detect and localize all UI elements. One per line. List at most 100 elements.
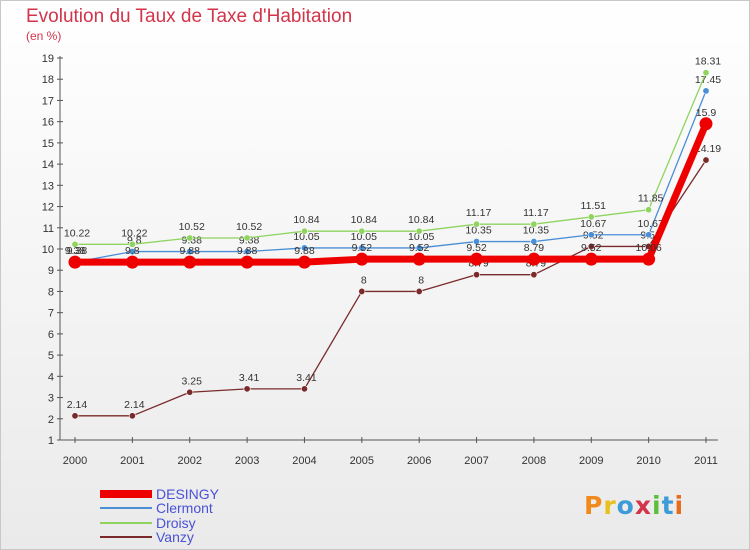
logo-letter: t: [661, 491, 675, 520]
data-label-desingy: 15.9: [696, 107, 717, 119]
legend-label: DESINGY: [156, 485, 220, 502]
legend-label: Clermont: [156, 500, 213, 516]
data-point-droisy: [186, 234, 194, 242]
y-tick-label: 13: [42, 180, 54, 192]
x-tick-label: 2004: [292, 455, 316, 467]
data-point-droisy: [243, 234, 251, 242]
data-label-droisy: 18.31: [695, 56, 721, 68]
series-line-vanzy: [74, 159, 707, 417]
data-label-vanzy: 2.14: [67, 399, 88, 411]
data-point-clermont: [128, 248, 136, 256]
y-tick-label: 19: [42, 53, 54, 65]
y-tick-label: 8: [48, 286, 54, 298]
logo-letter: r: [603, 491, 617, 520]
y-tick-label: 6: [48, 329, 54, 341]
data-label-droisy: 10.22: [121, 227, 147, 239]
x-tick-label: 2010: [636, 455, 660, 467]
y-tick-label: 11: [43, 223, 54, 235]
data-point-droisy: [128, 240, 136, 248]
data-point-droisy: [587, 213, 595, 221]
data-point-vanzy: [128, 412, 136, 420]
data-point-desingy: [699, 117, 713, 131]
data-point-clermont: [530, 238, 538, 246]
data-label-droisy: 10.52: [179, 221, 205, 233]
data-point-desingy: [355, 252, 369, 266]
data-point-desingy: [584, 252, 598, 266]
data-label-vanzy: 2.14: [124, 399, 145, 411]
y-tick-label: 4: [48, 371, 54, 383]
chart-subtitle: (en %): [26, 29, 62, 43]
series-line-desingy: [71, 120, 710, 266]
data-label-vanzy: 3.25: [182, 375, 203, 387]
data-label-clermont: 10.35: [465, 225, 491, 237]
proxiti-logo[interactable]: Proxiti: [584, 491, 684, 520]
data-label-clermont: 10.05: [351, 231, 377, 243]
chart-title: Evolution du Taux de Taxe d'Habitation: [26, 6, 353, 27]
data-label-desingy: 9.88: [180, 245, 201, 257]
y-tick-label: 14: [42, 159, 54, 171]
data-point-droisy: [473, 220, 481, 228]
legend-swatch: [100, 507, 152, 509]
data-point-droisy: [645, 206, 653, 214]
data-point-clermont: [702, 87, 710, 95]
data-point-desingy: [527, 252, 541, 266]
data-label-desingy: 9.52: [581, 242, 602, 254]
data-label-vanzy: 14.19: [695, 143, 721, 155]
data-label-droisy: 11.17: [523, 207, 549, 219]
data-point-desingy: [125, 255, 139, 269]
data-label-desingy: 8.79: [524, 242, 545, 254]
data-point-desingy: [68, 255, 82, 269]
y-tick-label: 9: [48, 265, 54, 277]
data-label-droisy: 10.22: [64, 227, 90, 239]
y-tick-label: 5: [48, 350, 54, 362]
data-point-clermont: [300, 244, 308, 252]
data-point-vanzy: [243, 385, 251, 393]
data-label-desingy: 9.88: [237, 245, 258, 257]
data-label-desingy: 9.8: [125, 245, 140, 257]
legend-swatch: [100, 536, 152, 538]
data-label-clermont: 10.67: [580, 218, 606, 230]
y-tick-label: 3: [48, 393, 54, 405]
data-point-vanzy: [358, 287, 366, 295]
y-tick-label: 7: [48, 308, 54, 320]
data-label-vanzy: 8: [418, 274, 424, 286]
data-label-clermont: 10.67: [637, 218, 663, 230]
data-point-vanzy: [71, 412, 79, 420]
y-tick-label: 16: [42, 117, 54, 129]
data-point-vanzy: [473, 271, 481, 279]
x-tick-label: 2007: [464, 455, 488, 467]
data-label-desingy: 9.52: [409, 242, 430, 254]
logo-letter: x: [634, 491, 652, 520]
x-tick-label: 2002: [177, 455, 201, 467]
x-tick-label: 2005: [350, 455, 374, 467]
data-point-clermont: [243, 248, 251, 256]
x-tick-label: 2000: [63, 455, 87, 467]
data-point-droisy: [530, 220, 538, 228]
data-point-desingy: [642, 252, 656, 266]
data-label-droisy: 10.84: [293, 214, 319, 226]
data-point-droisy: [702, 69, 710, 77]
data-point-droisy: [71, 240, 79, 248]
data-label-clermont: 17.45: [695, 74, 721, 86]
data-label-desingy: 10.06: [635, 242, 661, 254]
data-point-vanzy: [186, 388, 194, 396]
data-point-desingy: [183, 255, 197, 269]
data-point-droisy: [358, 227, 366, 235]
data-point-clermont: [587, 231, 595, 239]
data-label-vanzy: 3.41: [239, 372, 260, 384]
x-tick-label: 2006: [407, 455, 431, 467]
logo-letter: P: [584, 491, 604, 520]
data-label-droisy: 10.52: [236, 221, 262, 233]
data-label-droisy: 10.84: [351, 214, 377, 226]
data-label-clermont: 9.38: [67, 245, 88, 257]
data-label-desingy: 9.88: [294, 245, 315, 257]
data-label-desingy: 9.52: [466, 242, 487, 254]
data-point-droisy: [300, 227, 308, 235]
data-point-vanzy: [587, 242, 595, 250]
y-tick-label: 1: [48, 435, 54, 447]
data-label-clermont: 10.05: [408, 231, 434, 243]
x-tick-label: 2009: [579, 455, 603, 467]
legend-swatch: [100, 489, 152, 498]
